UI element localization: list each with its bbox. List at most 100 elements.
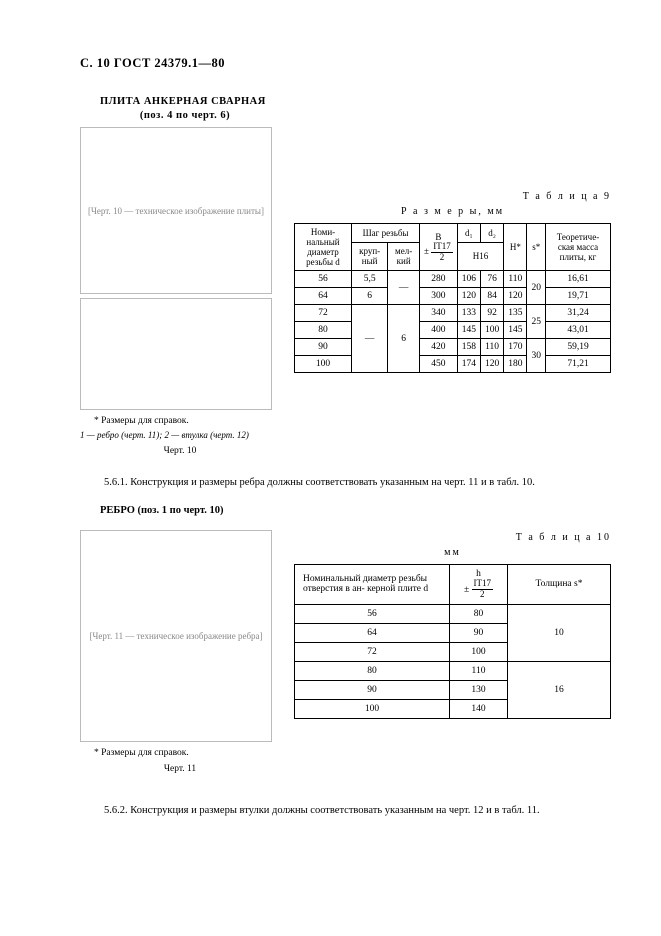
table-row: 80 400 145 100 145 43,01 [295,322,611,339]
t9-h-B-pref: ± [424,246,429,256]
t9-r5-m: 71,21 [546,356,611,373]
t9-h-d1: d₁ [457,224,480,242]
t9-r5-d: 100 [295,356,352,373]
table-9: Номи- нальный диаметр резьбы d Шаг резьб… [294,223,611,373]
t9-r0-m: 16,61 [546,271,611,288]
table-9-block: Т а б л и ц а 9 Р а з м е р ы, мм Номи- … [294,191,611,373]
t10-h-h: h ± IТ17 2 [450,565,508,605]
t9-r1-pc: 6 [352,288,388,305]
t9-h-B-frac: IТ17 2 [431,242,453,263]
t9-r3-d1: 145 [457,322,480,339]
section-title-rib: РЕБРО (поз. 1 по черт. 10) [100,505,611,516]
t9-r2-m: 31,24 [546,305,611,322]
t9-r2-pc: — [352,305,388,373]
t10-r4-h: 130 [450,680,508,699]
t9-h-pitch-coarse: круп- ный [352,242,388,271]
t9-r0-H: 110 [504,271,527,288]
t9-h-B: B ± IТ17 2 [420,224,458,271]
t9-r1-B: 300 [420,288,458,305]
table-row: 56 5,5 — 280 106 76 110 20 16,61 [295,271,611,288]
t10-r5-h: 140 [450,699,508,718]
table-row: 64 6 300 120 84 120 19,71 [295,288,611,305]
t9-h-d2: d₂ [480,224,503,242]
t9-r4-H: 170 [504,339,527,356]
t10-r0-d: 56 [295,604,450,623]
t9-r2-B: 340 [420,305,458,322]
t9-r4-d2: 110 [480,339,503,356]
t9-r2-d2: 92 [480,305,503,322]
t9-r0-d1: 106 [457,271,480,288]
t9-r0-s: 20 [527,271,546,305]
t9-r3-d: 80 [295,322,352,339]
t9-r3-d2: 100 [480,322,503,339]
t9-r2-d1: 133 [457,305,480,322]
plate-subtitle: (поз. 4 по черт. 6) [100,109,270,123]
t9-h-pitch: Шаг резьбы [352,224,420,242]
t10-r1-d: 64 [295,623,450,642]
t9-r3-B: 400 [420,322,458,339]
t10-h-s: Толщина s* [508,565,611,605]
t9-r5-B: 450 [420,356,458,373]
section-title-plate: ПЛИТА АНКЕРНАЯ СВАРНАЯ (поз. 4 по черт. … [100,95,611,123]
t9-r1-d: 64 [295,288,352,305]
table-row: 72 — 6 340 133 92 135 25 31,24 [295,305,611,322]
page-header: С. 10 ГОСТ 24379.1—80 [80,56,611,71]
table-9-label: Т а б л и ц а 9 [294,191,611,202]
t9-r0-pc: 5,5 [352,271,388,288]
table-row: 100 450 174 120 180 71,21 [295,356,611,373]
t9-h-B-wrap: B ± IТ17 2 [424,232,453,263]
t10-r3-h: 110 [450,661,508,680]
t9-r3-H: 145 [504,322,527,339]
t9-r3-m: 43,01 [546,322,611,339]
figure-10-caption: Черт. 10 [80,446,280,456]
t10-h-h-frac-bot: 2 [472,590,494,600]
t10-r1-h: 90 [450,623,508,642]
figure-11-drawing: [Черт. 11 — техническое изображение ребр… [80,530,272,742]
t9-r0-pf: — [388,271,420,305]
t9-r2-d: 72 [295,305,352,322]
t9-h-B-frac-bot: 2 [431,253,453,263]
t9-r1-H: 120 [504,288,527,305]
table-row: 80 110 16 [295,661,611,680]
t9-r5-H: 180 [504,356,527,373]
t9-r5-d2: 120 [480,356,503,373]
t10-r0-s: 10 [508,604,611,661]
figure-11-box: [Черт. 11 — техническое изображение ребр… [80,526,280,774]
t9-r0-B: 280 [420,271,458,288]
figure-10-box: [Черт. 10 — техническое изображение плит… [80,123,280,456]
table-row: 56 80 10 [295,604,611,623]
t10-r0-h: 80 [450,604,508,623]
t9-h-H16: H16 [457,242,504,271]
figure-10-drawing: [Черт. 10 — техническое изображение плит… [80,127,272,294]
t9-h-pitch-fine: мел- кий [388,242,420,271]
t9-r0-d: 56 [295,271,352,288]
t9-h-s: s* [527,224,546,271]
t10-h-h-pref: ± [464,585,469,595]
t9-r2-s: 25 [527,305,546,339]
t9-r1-d2: 84 [480,288,503,305]
figure-10-note-ref: * Размеры для справок. [94,416,280,426]
table-9-unit: Р а з м е р ы, мм [294,206,611,217]
table-10: Номинальный диаметр резьбы отверстия в а… [294,564,611,719]
t9-r0-d2: 76 [480,271,503,288]
t10-r3-d: 80 [295,661,450,680]
figure-10-note-parts: 1 — ребро (черт. 11); 2 — втулка (черт. … [80,430,280,440]
t10-r2-d: 72 [295,642,450,661]
t10-h-d: Номинальный диаметр резьбы отверстия в а… [295,565,450,605]
t9-r2-H: 135 [504,305,527,322]
t10-r4-d: 90 [295,680,450,699]
t10-r3-s: 16 [508,661,611,718]
t10-r2-h: 100 [450,642,508,661]
t9-r4-m: 59,19 [546,339,611,356]
t9-r5-d1: 174 [457,356,480,373]
table-10-label: Т а б л и ц а 10 [294,532,611,543]
figure-11-note-ref: * Размеры для справок. [94,748,280,758]
figure-10-drawing-plan [80,298,272,410]
t9-r4-d: 90 [295,339,352,356]
table-row: 90 420 158 110 170 30 59,19 [295,339,611,356]
t9-r4-d1: 158 [457,339,480,356]
t9-h-d: Номи- нальный диаметр резьбы d [295,224,352,271]
t9-r2-pf: 6 [388,305,420,373]
table-10-unit: мм [294,547,611,558]
t9-r1-m: 19,71 [546,288,611,305]
